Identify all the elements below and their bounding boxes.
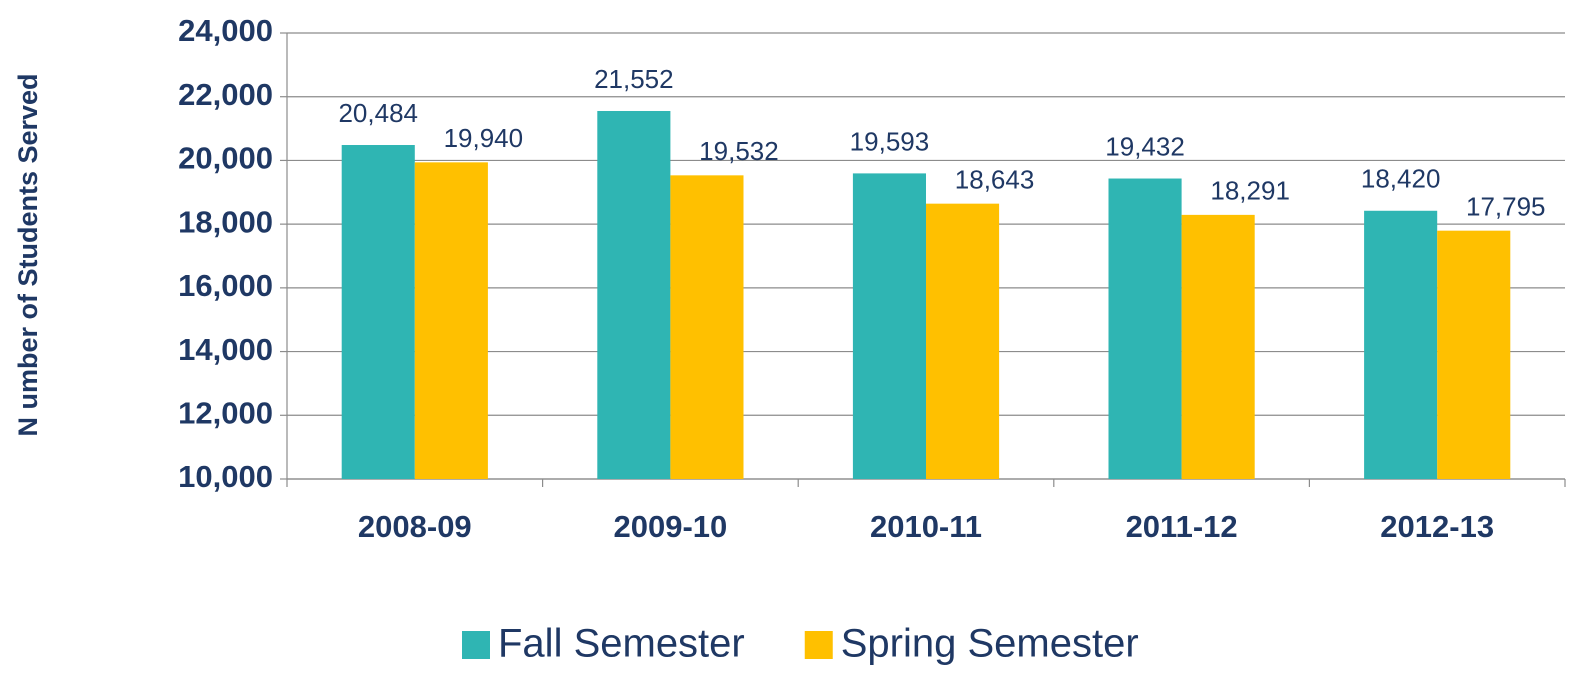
x-tick-label: 2012-13 bbox=[1380, 509, 1494, 544]
x-tick-label: 2011-12 bbox=[1126, 509, 1238, 544]
y-tick-label: 22,000 bbox=[178, 77, 273, 112]
bar bbox=[1364, 210, 1438, 479]
x-tick-label: 2010-11 bbox=[870, 509, 982, 544]
legend-swatch bbox=[804, 631, 833, 659]
value-label: 21,552 bbox=[594, 64, 674, 94]
y-tick-label: 12,000 bbox=[178, 395, 273, 430]
x-tick-label: 2009-10 bbox=[614, 509, 728, 544]
y-tick-label: 16,000 bbox=[178, 268, 273, 303]
bar bbox=[414, 162, 488, 479]
legend-label: Spring Semester bbox=[841, 622, 1139, 666]
value-label: 18,291 bbox=[1210, 176, 1290, 206]
legend-swatch bbox=[462, 631, 490, 659]
bar bbox=[852, 173, 926, 480]
bar bbox=[1108, 178, 1182, 479]
value-label: 18,420 bbox=[1361, 164, 1441, 194]
y-tick-label: 14,000 bbox=[178, 332, 273, 367]
value-label: 19,432 bbox=[1105, 131, 1185, 161]
value-label: 19,940 bbox=[444, 123, 524, 153]
x-tick-label: 2008-09 bbox=[358, 509, 472, 544]
value-label: 19,593 bbox=[850, 126, 930, 156]
bar bbox=[670, 175, 744, 479]
y-axis-label: N umber of Students Served bbox=[13, 73, 43, 436]
bar bbox=[1181, 214, 1255, 479]
y-tick-label: 10,000 bbox=[178, 459, 273, 494]
y-tick-label: 20,000 bbox=[178, 141, 273, 176]
bar bbox=[597, 110, 671, 480]
bar bbox=[1437, 230, 1511, 479]
value-label: 18,643 bbox=[955, 165, 1035, 195]
bar bbox=[926, 203, 1000, 480]
bar bbox=[341, 145, 415, 480]
legend-label: Fall Semester bbox=[498, 622, 745, 666]
value-label: 20,484 bbox=[338, 98, 418, 128]
y-tick-label: 24,000 bbox=[178, 13, 273, 48]
y-tick-label: 18,000 bbox=[178, 204, 273, 239]
value-label: 17,795 bbox=[1466, 192, 1546, 222]
value-label: 19,532 bbox=[699, 136, 779, 166]
